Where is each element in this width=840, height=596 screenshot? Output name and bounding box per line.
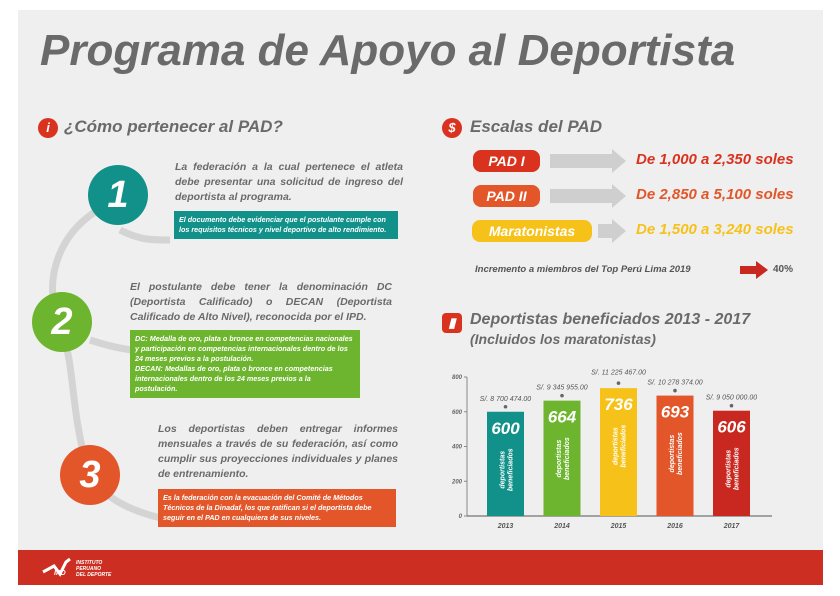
bar-caption: deportistasbeneficiados [669, 432, 684, 475]
chart-heading: Deportistas beneficiados 2013 - 2017 [470, 311, 751, 328]
y-tick-label: 0 [459, 514, 463, 520]
scale-maratonistas: Maratonistas [472, 220, 592, 242]
bar-value-label: 606 [717, 418, 746, 437]
bar-2017 [713, 410, 750, 516]
step-2-circle: 2 [32, 292, 92, 352]
amount-label: S/. 11 225 467.00 [591, 370, 646, 377]
section-heading-how: ¿Cómo pertenecer al PAD? [64, 117, 283, 136]
x-tick-label: 2013 [497, 523, 514, 530]
amount-label: S/. 9 050 000.00 [706, 395, 757, 402]
footer-bar: IPD INSTITUTO PERUANO DEL DEPORTE [18, 550, 823, 585]
step-1-note: El documento debe evidenciar que el post… [174, 211, 398, 239]
step-2-text: El postulante debe tener la denominación… [130, 281, 392, 323]
section-heading-scales: Escalas del PAD [470, 117, 602, 136]
svg-text:DEL DEPORTE: DEL DEPORTE [76, 572, 112, 578]
x-tick-label: 2014 [553, 523, 570, 530]
red-arrow-icon [740, 266, 758, 274]
page-title: Programa de Apoyo al Deportista [40, 26, 736, 75]
step-3-circle: 3 [60, 445, 120, 505]
x-tick-label: 2016 [666, 523, 683, 530]
scale-pad-1-range: De 1,000 a 2,350 soles [636, 151, 794, 168]
bar-2015 [600, 388, 637, 516]
step-2-note: DC: Medalla de oro, plata o bronce en co… [130, 330, 360, 398]
bar-caption: deportistasbeneficiados [556, 437, 571, 480]
scale-pad-2: PAD II [473, 185, 540, 207]
bar-value-label: 600 [491, 419, 520, 438]
x-tick-label: 2015 [610, 523, 627, 530]
bar-chart-icon: ▮ [442, 313, 462, 333]
ipd-logo: IPD INSTITUTO PERUANO DEL DEPORTE [42, 557, 112, 578]
amount-marker [729, 403, 734, 408]
step-2-note-dc: DC: Medalla de oro, plata o bronce en co… [135, 334, 353, 363]
scale-pad-1: PAD I [473, 150, 540, 172]
amount-label: S/. 9 345 955.00 [536, 385, 587, 392]
bar-value-label: 736 [604, 395, 633, 414]
y-tick-label: 600 [452, 410, 463, 416]
bar-caption: deportistasbeneficiados [613, 425, 628, 468]
arrow-icon [598, 219, 626, 243]
bar-value-label: 664 [548, 408, 577, 427]
amount-marker [616, 381, 621, 385]
amount-marker [673, 388, 677, 393]
chart-subheading: (Incluidos los maratonistas) [470, 331, 656, 347]
increment-value: 40% [773, 264, 794, 275]
step-1-text: La federación a la cual pertenece el atl… [175, 161, 403, 203]
svg-text:IPD: IPD [54, 570, 66, 577]
bar-chart: 0 200 400 600 800 600 deportistasbeneficiados S… [451, 370, 772, 530]
step-1-circle: 1 [88, 165, 148, 225]
y-tick-label: 200 [451, 479, 463, 485]
amount-label: S/. 8 700 474.00 [480, 396, 531, 403]
info-icon: i [38, 118, 58, 138]
step-3-text: Los deportistas deben entregar informes … [158, 423, 398, 480]
step-2-note-decan: DECAN: Medallas de oro, plata o bronce e… [135, 364, 333, 393]
y-tick-label: 800 [452, 375, 463, 381]
amount-label: S/. 10 278 374.00 [647, 380, 702, 387]
amount-marker [503, 404, 508, 409]
arrow-icon [550, 149, 626, 173]
y-tick-label: 400 [451, 445, 463, 451]
x-tick-label: 2017 [723, 523, 741, 530]
bar-value-label: 693 [661, 403, 690, 422]
svg-text:PERUANO: PERUANO [76, 566, 101, 572]
money-bag-icon: $ [442, 118, 462, 138]
svg-text:INSTITUTO: INSTITUTO [76, 560, 102, 566]
bar-2014 [543, 400, 581, 516]
scale-pad-2-range: De 2,850 a 5,100 soles [636, 186, 794, 203]
scale-maratonistas-range: De 1,500 a 3,240 soles [636, 221, 794, 238]
bar-2016 [656, 395, 694, 516]
step-3-note: Es la federación con la evacuación del C… [158, 489, 396, 527]
bar-caption: deportistasbeneficiados [500, 448, 515, 491]
bar-caption: deportistasbeneficiados [726, 447, 741, 490]
bar-2013 [487, 411, 524, 516]
amount-marker [560, 393, 564, 398]
increment-text: Incremento a miembros del Top Perú Lima … [475, 264, 691, 275]
arrow-icon [550, 184, 626, 208]
red-arrow-head-icon [756, 261, 768, 279]
